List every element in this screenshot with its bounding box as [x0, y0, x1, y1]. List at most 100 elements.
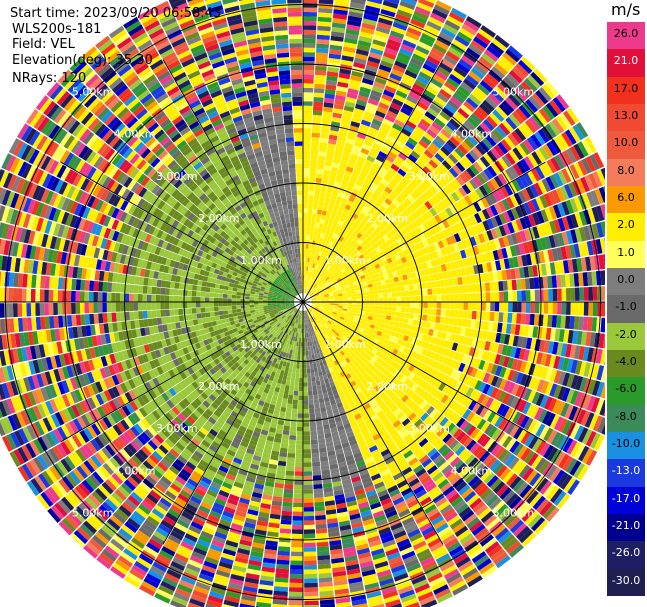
- range-gate: [315, 274, 319, 279]
- range-gate: [494, 302, 500, 312]
- range-gate: [508, 302, 513, 313]
- range-gate: [313, 394, 319, 400]
- range-gate: [321, 210, 327, 216]
- range-gate: [338, 131, 348, 138]
- range-gate: [327, 66, 339, 73]
- range-gate: [463, 137, 475, 149]
- range-gate: [367, 98, 379, 106]
- range-gate: [512, 147, 524, 161]
- range-gate: [347, 254, 353, 260]
- range-gate: [430, 281, 437, 288]
- range-gate: [304, 587, 319, 593]
- range-gate: [378, 261, 385, 268]
- range-gate: [342, 208, 350, 215]
- range-gate: [368, 225, 376, 233]
- range-gate: [329, 251, 335, 257]
- range-gate: [326, 188, 333, 195]
- range-gate: [316, 43, 329, 49]
- range-gate: [292, 368, 296, 373]
- range-gate: [309, 172, 316, 178]
- range-gate: [408, 313, 414, 319]
- range-gate: [341, 118, 351, 126]
- range-gate: [389, 202, 398, 211]
- range-gate: [347, 243, 354, 249]
- range-gate: [294, 386, 299, 392]
- range-gate: [463, 19, 480, 32]
- range-gate: [330, 276, 336, 281]
- range-gate: [435, 280, 441, 288]
- range-gate: [448, 46, 463, 59]
- range-gate: [376, 170, 386, 179]
- range-gate: [478, 28, 494, 42]
- range-gate: [329, 171, 338, 177]
- range-gate: [312, 110, 323, 116]
- range-gate: [517, 84, 531, 98]
- range-gate: [404, 185, 413, 195]
- range-gate: [352, 187, 360, 195]
- range-gate: [291, 372, 296, 378]
- range-gate: [306, 275, 309, 281]
- range-gate: [394, 139, 405, 149]
- range-gate: [516, 290, 522, 302]
- range-gate: [358, 254, 365, 260]
- range-gate: [585, 156, 596, 172]
- range-gate: [309, 293, 314, 297]
- range-gate: [318, 151, 327, 157]
- range-gate: [461, 208, 470, 219]
- range-gate: [348, 157, 357, 165]
- range-gate: [434, 192, 444, 202]
- range-gate: [303, 288, 305, 294]
- range-gate: [446, 217, 454, 227]
- range-gate: [371, 118, 383, 127]
- range-gate: [314, 293, 320, 297]
- range-gate: [409, 133, 421, 143]
- range-gate: [445, 286, 450, 294]
- range-gate: [314, 83, 325, 89]
- range-gate: [542, 161, 553, 176]
- range-gate: [392, 297, 397, 302]
- range-gate: [482, 76, 497, 89]
- range-gate: [405, 157, 415, 167]
- range-gate: [426, 228, 434, 237]
- range-gate: [308, 404, 315, 409]
- range-gate: [311, 137, 320, 143]
- range-gate: [422, 314, 428, 321]
- range-gate: [337, 220, 344, 227]
- range-gate: [367, 131, 377, 139]
- range-gate: [465, 16, 482, 29]
- range-gate: [328, 57, 341, 64]
- range-gate: [388, 34, 403, 44]
- range-gate: [315, 523, 327, 530]
- range-gate: [418, 215, 427, 224]
- range-gate: [324, 215, 331, 222]
- range-gate: [310, 368, 315, 373]
- range-gate: [317, 282, 322, 287]
- range-gate: [307, 204, 313, 209]
- range-gate: [557, 302, 562, 315]
- range-gate: [461, 122, 473, 135]
- range-gate: [309, 363, 314, 369]
- range-gate: [414, 295, 419, 302]
- range-gate: [387, 292, 393, 298]
- range-gate: [542, 144, 554, 159]
- range-gate: [296, 359, 300, 365]
- range-gate: [304, 547, 317, 552]
- range-gate: [388, 106, 400, 115]
- range-gate: [508, 165, 519, 179]
- range-gate: [365, 295, 370, 299]
- range-gate: [342, 306, 348, 309]
- range-gate: [325, 192, 332, 199]
- range-gate: [327, 221, 334, 227]
- range-gate: [303, 466, 312, 472]
- range-gate: [455, 161, 466, 173]
- range-gate: [422, 288, 428, 296]
- range-gate: [373, 114, 384, 123]
- range-gate: [292, 404, 298, 409]
- range-gate: [378, 150, 388, 159]
- range-gate: [404, 312, 410, 319]
- range-gate: [448, 153, 459, 164]
- range-gate: [299, 337, 302, 343]
- range-gate: [363, 238, 370, 245]
- range-gate: [554, 154, 565, 170]
- range-gate: [356, 295, 361, 299]
